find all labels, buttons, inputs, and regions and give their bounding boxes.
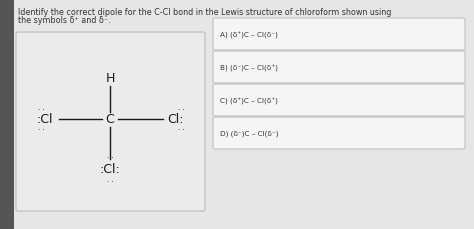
FancyBboxPatch shape: [213, 117, 465, 149]
Text: Cl:: Cl:: [167, 113, 183, 126]
Text: B) (δ⁻)C – Cl(δ⁺): B) (δ⁻)C – Cl(δ⁺): [220, 64, 278, 71]
Text: · ·: · ·: [37, 126, 45, 132]
Text: · ·: · ·: [107, 178, 113, 184]
Text: · ·: · ·: [107, 154, 113, 160]
Text: H: H: [105, 71, 115, 84]
Text: · ·: · ·: [178, 126, 184, 132]
Text: the symbols δ⁺ and δ⁻.: the symbols δ⁺ and δ⁻.: [18, 16, 110, 25]
Text: D) (δ⁻)C – Cl(δ⁻): D) (δ⁻)C – Cl(δ⁻): [220, 130, 279, 137]
Bar: [0, 0, 14, 229]
Text: · ·: · ·: [178, 106, 184, 112]
FancyBboxPatch shape: [213, 52, 465, 84]
Text: :Cl:: :Cl:: [100, 163, 120, 176]
FancyBboxPatch shape: [213, 19, 465, 51]
Text: C) (δ⁺)C – Cl(δ⁺): C) (δ⁺)C – Cl(δ⁺): [220, 97, 278, 104]
FancyBboxPatch shape: [213, 85, 465, 117]
Text: · ·: · ·: [37, 106, 45, 112]
Text: Identify the correct dipole for the C-Cl bond in the Lewis structure of chlorofo: Identify the correct dipole for the C-Cl…: [18, 8, 392, 17]
Text: C: C: [106, 113, 114, 126]
Text: :Cl: :Cl: [36, 113, 53, 126]
Text: A) (δ⁺)C – Cl(δ⁻): A) (δ⁺)C – Cl(δ⁻): [220, 31, 278, 38]
FancyBboxPatch shape: [16, 33, 205, 211]
